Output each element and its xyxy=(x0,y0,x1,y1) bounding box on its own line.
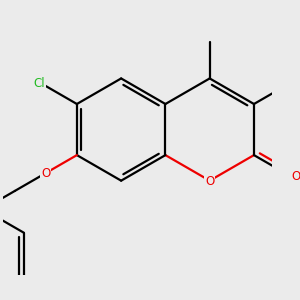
Text: O: O xyxy=(205,175,214,188)
Text: O: O xyxy=(41,167,51,180)
Text: Cl: Cl xyxy=(34,77,45,90)
Text: O: O xyxy=(291,169,300,183)
